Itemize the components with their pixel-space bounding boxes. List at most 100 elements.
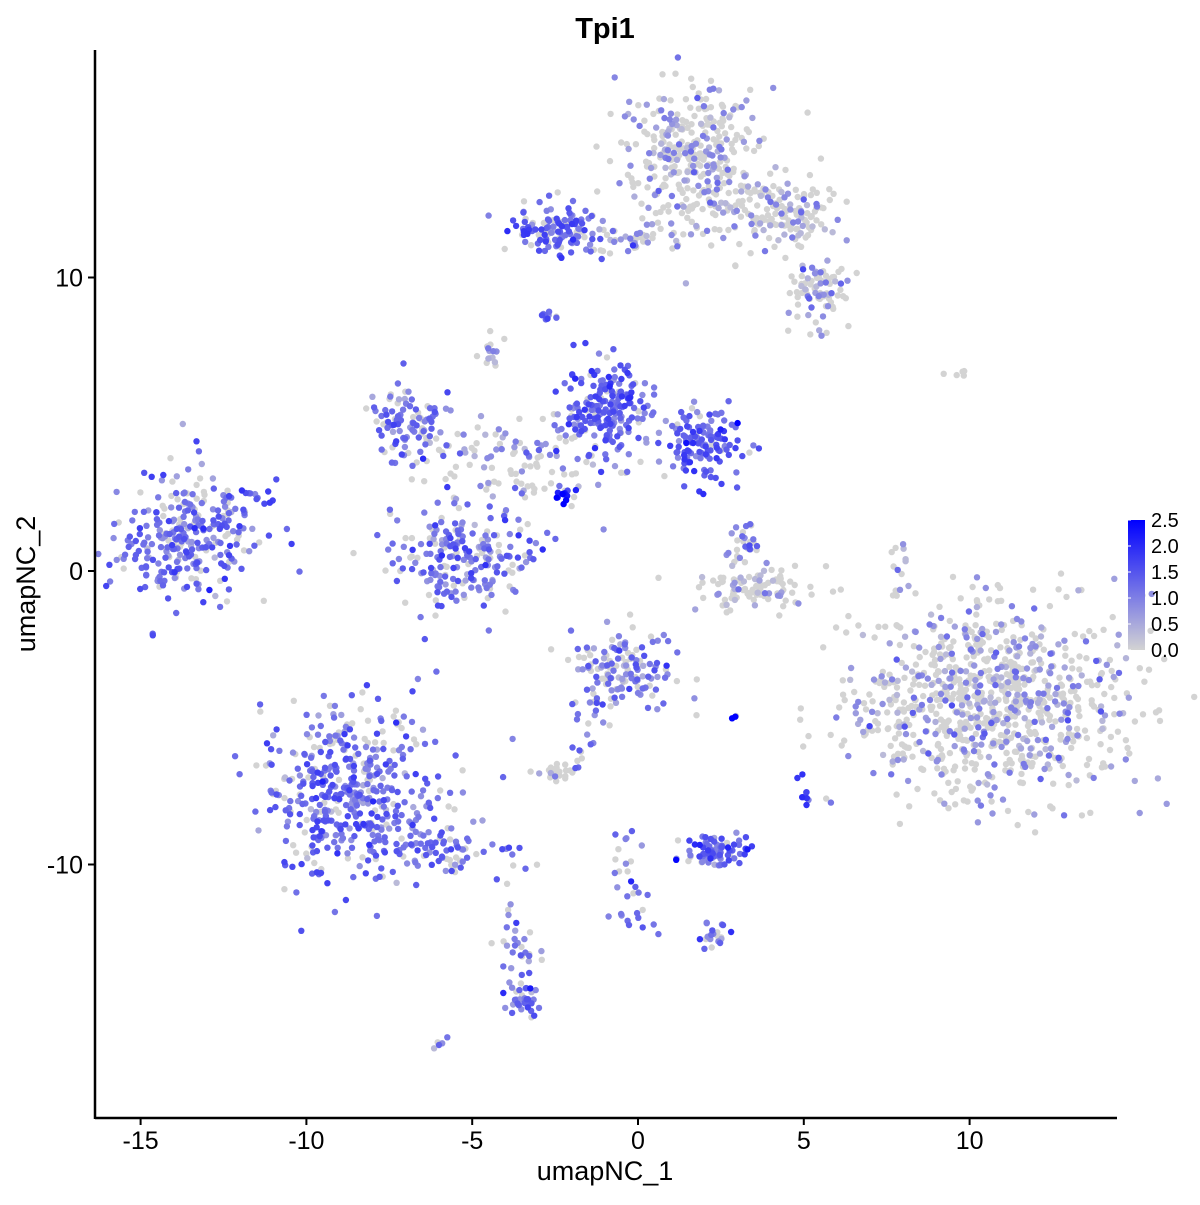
- data-point: [1069, 683, 1077, 690]
- data-point: [729, 562, 736, 569]
- data-point: [686, 837, 693, 844]
- data-point: [310, 773, 317, 781]
- data-point: [246, 548, 253, 555]
- data-point: [716, 226, 723, 234]
- data-point: [682, 96, 690, 103]
- data-point: [847, 664, 855, 672]
- data-point: [488, 940, 495, 947]
- data-point: [605, 913, 612, 920]
- data-point: [1018, 770, 1025, 778]
- data-point: [536, 198, 543, 206]
- data-point: [760, 567, 768, 574]
- data-point: [811, 270, 819, 277]
- data-point: [716, 851, 723, 859]
- x-tick-label: 10: [956, 1127, 984, 1155]
- data-point: [784, 180, 791, 187]
- data-point: [700, 594, 707, 602]
- data-point: [907, 687, 914, 694]
- data-point: [689, 428, 697, 436]
- data-point: [382, 838, 389, 846]
- data-point: [708, 242, 715, 249]
- data-point: [494, 563, 501, 570]
- data-point: [733, 546, 741, 553]
- data-point: [538, 956, 545, 963]
- data-point: [720, 109, 727, 117]
- data-point: [833, 714, 840, 721]
- data-point: [263, 740, 271, 747]
- data-point: [301, 750, 308, 758]
- data-point: [706, 455, 713, 462]
- data-point: [432, 738, 439, 745]
- data-point: [1029, 586, 1037, 593]
- data-point: [1003, 697, 1010, 705]
- data-point: [556, 434, 563, 441]
- data-point: [1037, 775, 1044, 783]
- data-point: [607, 703, 614, 710]
- data-point: [607, 401, 614, 408]
- data-point: [1131, 718, 1139, 725]
- data-point: [635, 434, 642, 442]
- data-point: [459, 846, 467, 853]
- data-point: [435, 857, 442, 865]
- x-tick-label: -15: [123, 1127, 159, 1155]
- data-point: [611, 238, 618, 245]
- data-point: [1057, 736, 1064, 743]
- data-point: [640, 662, 647, 669]
- data-point: [1003, 638, 1010, 645]
- data-point: [434, 773, 442, 780]
- data-point: [173, 558, 181, 566]
- data-point: [744, 183, 752, 190]
- data-point: [599, 675, 606, 682]
- data-point: [605, 373, 612, 381]
- data-point: [888, 676, 896, 683]
- data-point: [714, 179, 721, 186]
- data-point: [646, 175, 653, 182]
- data-point: [141, 539, 148, 546]
- data-point: [860, 700, 868, 707]
- data-point: [307, 754, 315, 761]
- data-point: [347, 806, 354, 813]
- data-point: [508, 1009, 516, 1017]
- data-point: [1090, 774, 1097, 782]
- data-point: [763, 559, 770, 567]
- data-point: [1101, 763, 1109, 770]
- data-point: [344, 813, 351, 820]
- data-point: [898, 741, 906, 748]
- data-point: [500, 938, 507, 945]
- data-point: [326, 733, 333, 740]
- data-point: [688, 129, 695, 136]
- data-point: [1003, 738, 1010, 745]
- data-point: [481, 577, 488, 584]
- data-point: [324, 844, 331, 851]
- data-point: [409, 546, 416, 553]
- data-point: [332, 831, 340, 839]
- data-point: [1083, 734, 1091, 742]
- data-point: [803, 801, 810, 809]
- data-point: [644, 239, 651, 246]
- data-point: [340, 746, 347, 753]
- data-point: [591, 432, 598, 439]
- data-point: [593, 143, 600, 150]
- data-point: [398, 811, 405, 819]
- data-point: [635, 102, 642, 109]
- data-point: [650, 921, 657, 928]
- legend-label: 2.0: [1151, 536, 1179, 558]
- data-point: [1036, 666, 1044, 673]
- data-point: [763, 206, 771, 213]
- data-point: [804, 210, 811, 217]
- data-point: [1023, 665, 1031, 672]
- data-point: [389, 868, 396, 876]
- data-point: [603, 354, 611, 361]
- data-point: [568, 220, 576, 228]
- data-point: [368, 822, 375, 829]
- data-point: [424, 840, 431, 847]
- data-point: [175, 504, 183, 511]
- data-point: [654, 219, 662, 226]
- data-point: [606, 157, 614, 165]
- data-point: [561, 380, 568, 387]
- data-point: [174, 496, 181, 503]
- data-point: [200, 525, 207, 532]
- data-point: [1011, 707, 1018, 714]
- data-point: [473, 352, 481, 360]
- data-point: [380, 788, 387, 795]
